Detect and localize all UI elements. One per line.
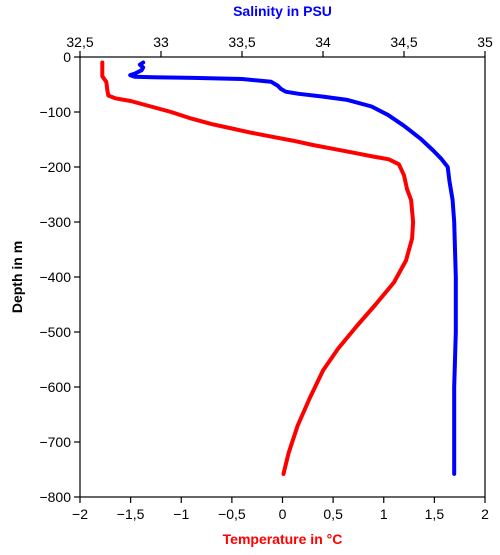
left-tick-label: −700 <box>39 434 71 450</box>
bottom-tick-label: 0 <box>279 506 287 522</box>
top-tick-label: 32,5 <box>66 34 93 50</box>
bottom-axis-ticks: −2 −1,5 −1 −0,5 0 0,5 1 1,5 2 <box>72 497 489 522</box>
series-layer <box>100 60 458 476</box>
top-tick-label: 33,5 <box>228 34 255 50</box>
left-tick-label: −500 <box>39 324 71 340</box>
y-axis-title: Depth in m <box>9 241 25 313</box>
top-tick-label: 33 <box>153 34 169 50</box>
left-axis-ticks: 0 −100 −200 −300 −400 −500 −600 −700 −800 <box>39 49 80 505</box>
left-tick-label: −600 <box>39 379 71 395</box>
top-tick-label: 34,5 <box>390 34 417 50</box>
temperature-series-line <box>100 60 416 476</box>
left-tick-label: −100 <box>39 104 71 120</box>
top-axis-ticks: 32,5 33 33,5 34 34,5 35 <box>66 34 493 57</box>
top-tick-label: 35 <box>477 34 493 50</box>
salinity-series-line <box>128 60 458 476</box>
top-tick-label: 34 <box>315 34 331 50</box>
plot-frame <box>79 56 486 498</box>
bottom-axis-title: Temperature in °C <box>223 531 343 547</box>
top-axis-title: Salinity in PSU <box>233 3 332 19</box>
left-tick-label: −400 <box>39 269 71 285</box>
bottom-tick-label: 1 <box>380 506 388 522</box>
bottom-tick-label: −1,5 <box>117 506 145 522</box>
left-tick-label: −800 <box>39 489 71 505</box>
left-tick-label: −300 <box>39 214 71 230</box>
bottom-tick-label: 1,5 <box>425 506 445 522</box>
left-tick-label: 0 <box>63 49 71 65</box>
bottom-tick-label: −0,5 <box>218 506 246 522</box>
bottom-tick-label: −1 <box>173 506 189 522</box>
left-tick-label: −200 <box>39 159 71 175</box>
bottom-tick-label: 0,5 <box>323 506 343 522</box>
bottom-tick-label: 2 <box>481 506 489 522</box>
bottom-tick-label: −2 <box>72 506 88 522</box>
